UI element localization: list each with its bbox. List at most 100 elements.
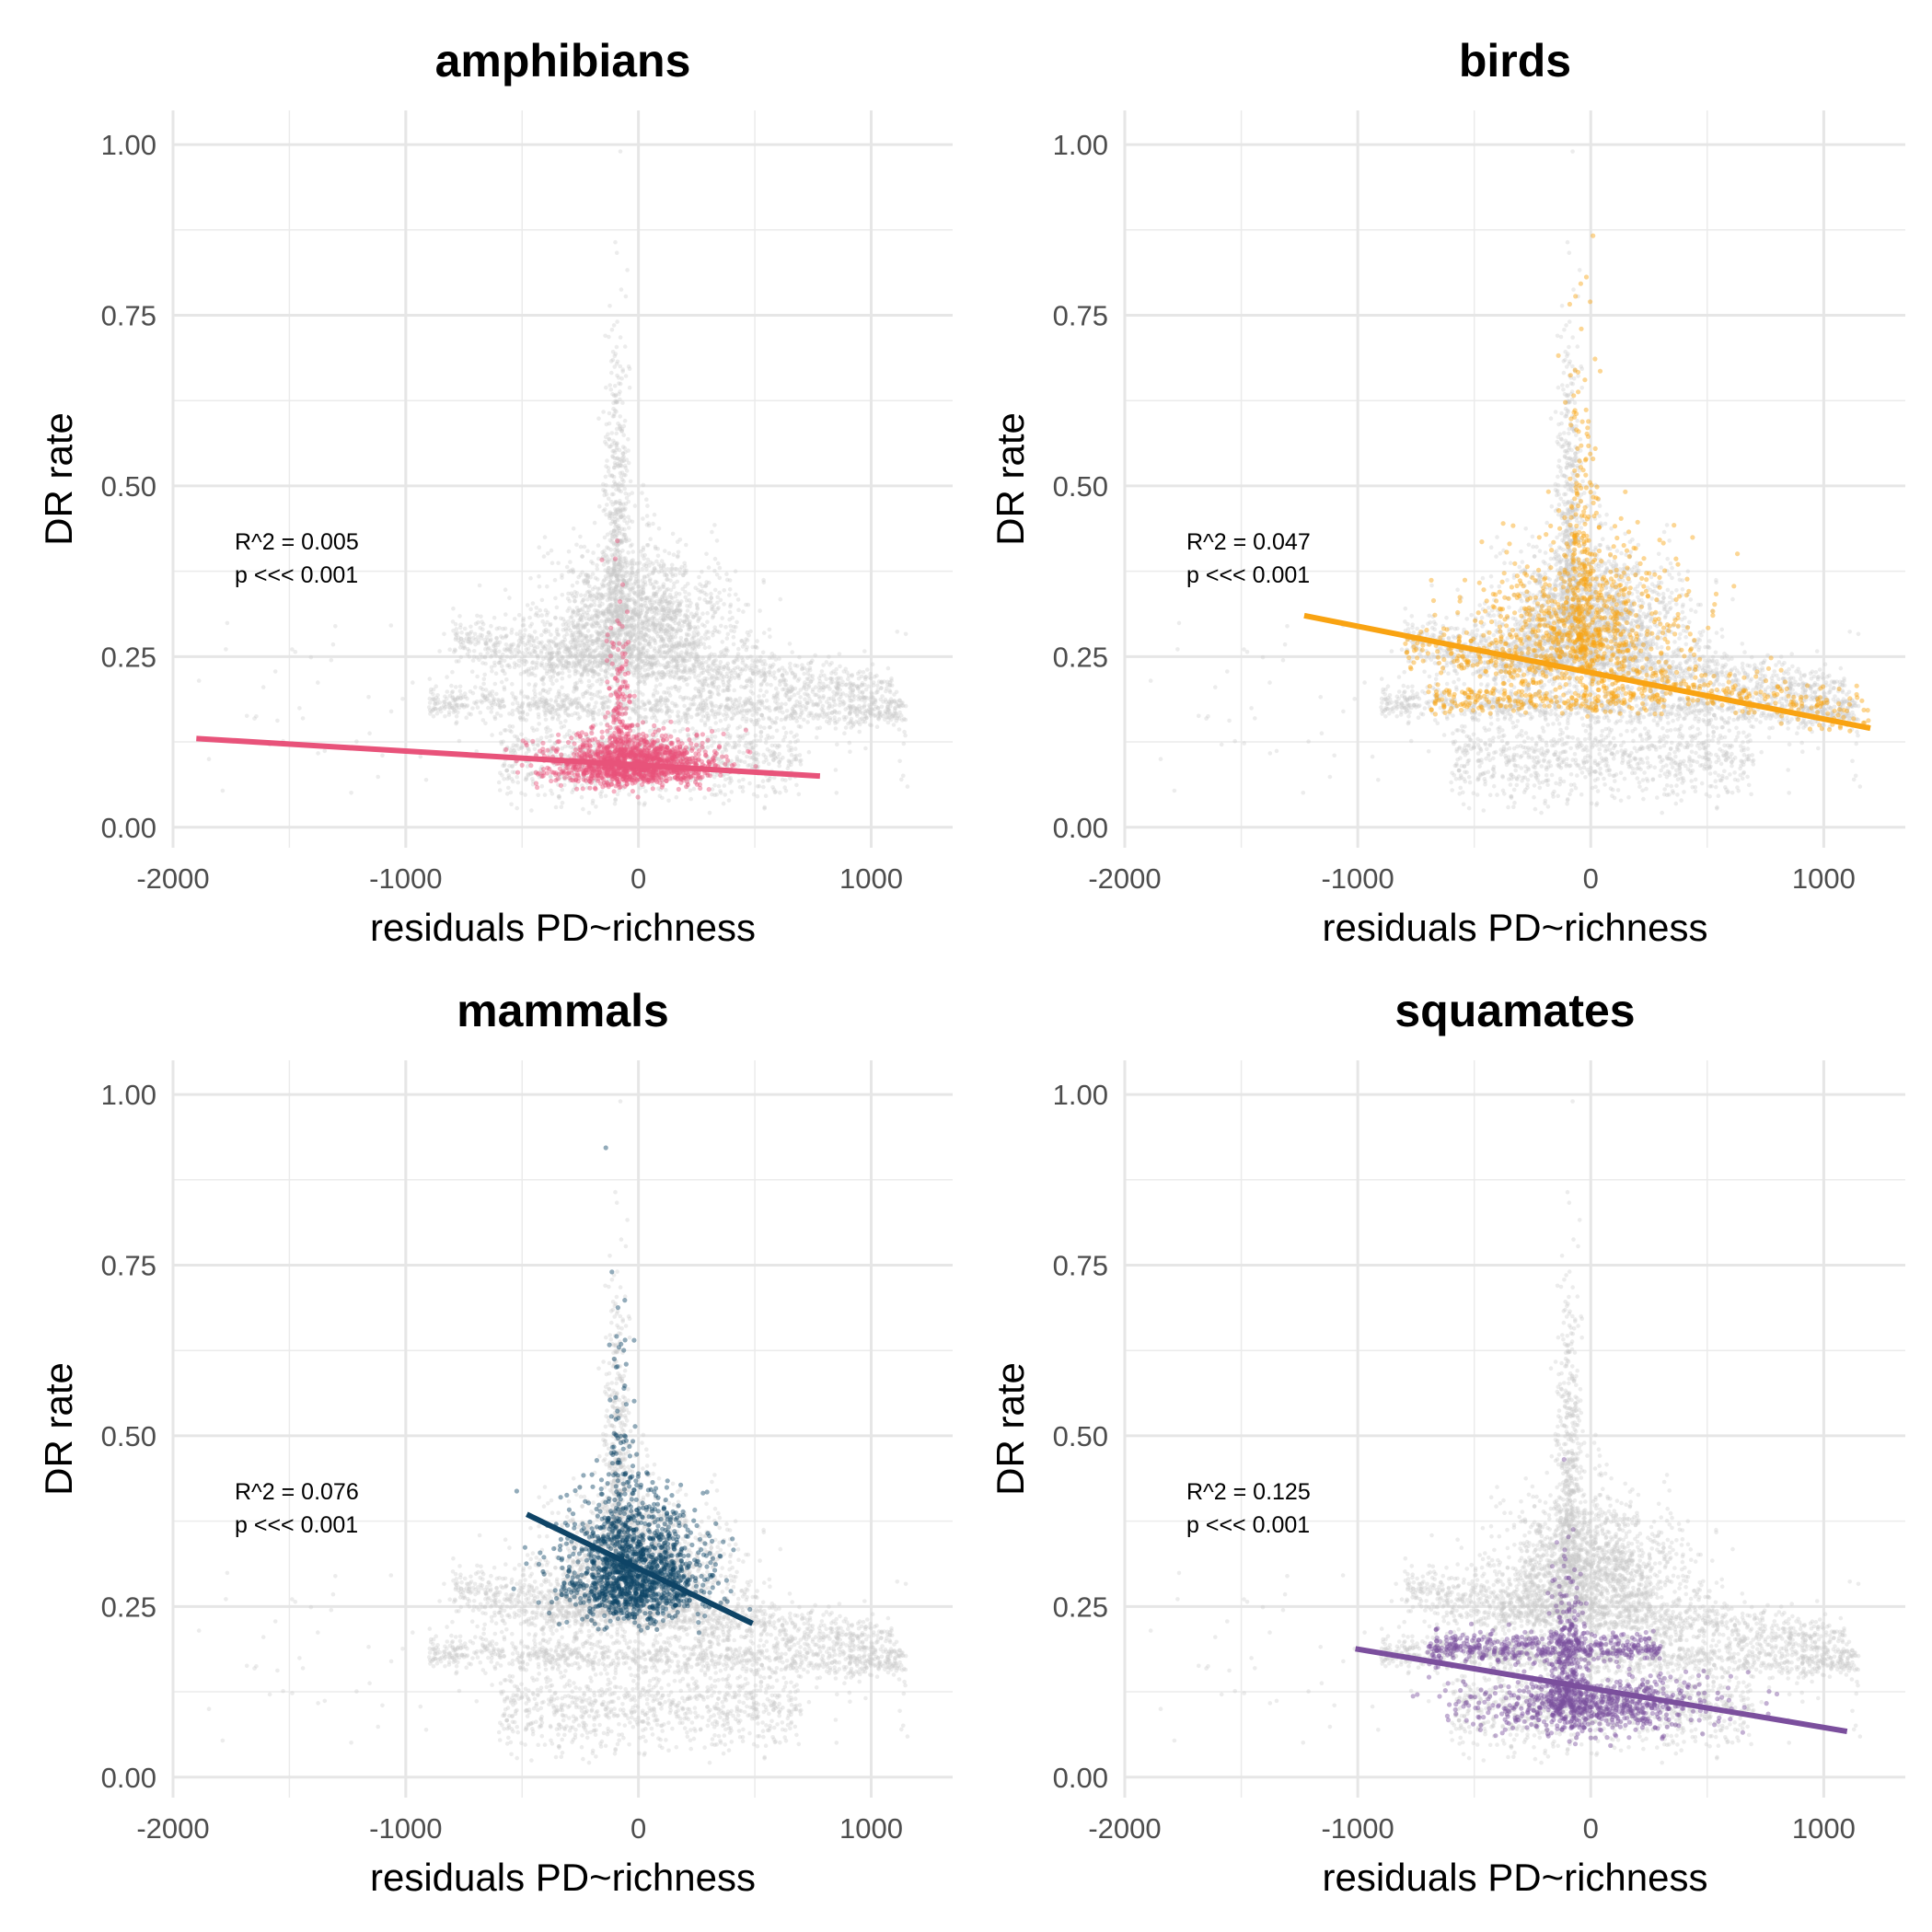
- background-point: [492, 615, 497, 620]
- background-point: [865, 709, 871, 714]
- background-point: [723, 625, 728, 630]
- background-point: [613, 239, 618, 245]
- background-point: [735, 705, 740, 711]
- background-point: [560, 676, 565, 681]
- background-point: [749, 708, 754, 712]
- background-point: [858, 710, 863, 714]
- background-point: [837, 652, 842, 656]
- background-point: [642, 707, 648, 712]
- background-point: [515, 700, 520, 706]
- background-point: [844, 682, 849, 688]
- background-point: [755, 784, 760, 789]
- background-point: [462, 644, 467, 649]
- background-point: [705, 745, 711, 750]
- background-point: [434, 711, 440, 716]
- background-point: [644, 497, 649, 502]
- background-point: [723, 652, 728, 657]
- background-point: [615, 792, 620, 797]
- background-point: [668, 654, 674, 658]
- background-point: [724, 663, 729, 668]
- background-point: [474, 699, 480, 704]
- background-point: [651, 619, 655, 624]
- background-point: [856, 676, 862, 681]
- background-point: [792, 746, 798, 751]
- background-point: [512, 734, 517, 739]
- background-point: [619, 502, 623, 507]
- background-point: [658, 563, 664, 569]
- background-point: [698, 589, 703, 595]
- background-point: [530, 777, 535, 781]
- background-point: [616, 567, 621, 573]
- background-point: [749, 684, 754, 688]
- background-point: [746, 665, 752, 670]
- background-point: [728, 602, 734, 607]
- background-point: [869, 695, 873, 700]
- background-point: [622, 486, 627, 492]
- background-point: [541, 554, 547, 559]
- background-point: [650, 582, 655, 587]
- background-point: [653, 705, 657, 711]
- background-point: [687, 632, 691, 637]
- background-point: [244, 713, 249, 719]
- background-point: [493, 671, 499, 676]
- background-point: [610, 414, 616, 419]
- background-point: [533, 682, 538, 687]
- background-point: [598, 682, 603, 687]
- background-point: [787, 698, 792, 702]
- background-point: [520, 702, 525, 707]
- background-point: [717, 707, 722, 711]
- background-point: [592, 648, 597, 654]
- background-point: [651, 571, 655, 575]
- background-point: [492, 648, 498, 653]
- background-point: [723, 745, 727, 750]
- background-point: [788, 740, 792, 745]
- background-point: [545, 647, 550, 652]
- background-point: [736, 700, 742, 705]
- background-point: [755, 711, 759, 716]
- background-point: [423, 778, 429, 782]
- background-point: [648, 560, 653, 565]
- background-point: [614, 447, 619, 453]
- background-point: [821, 681, 826, 687]
- background-point: [672, 656, 677, 662]
- background-point: [687, 657, 692, 663]
- background-point: [863, 746, 868, 751]
- background-point: [631, 707, 635, 711]
- background-point: [584, 636, 588, 641]
- background-point: [624, 624, 629, 629]
- background-point: [504, 768, 509, 773]
- background-point: [552, 577, 558, 583]
- background-point: [666, 798, 671, 804]
- background-point: [875, 706, 881, 711]
- background-point: [554, 695, 559, 700]
- background-point: [736, 779, 742, 783]
- background-point: [643, 563, 649, 569]
- background-point: [656, 611, 662, 616]
- background-point: [535, 737, 540, 743]
- background-point: [571, 609, 576, 615]
- background-point: [618, 568, 622, 573]
- background-point: [587, 660, 593, 665]
- background-point: [486, 705, 491, 711]
- background-point: [610, 448, 615, 454]
- background-point: [726, 723, 732, 728]
- background-point: [473, 621, 479, 626]
- background-point: [656, 570, 662, 574]
- background-point: [758, 688, 763, 693]
- background-point: [564, 646, 570, 651]
- background-point: [606, 607, 610, 612]
- background-point: [644, 514, 650, 518]
- background-point: [478, 710, 483, 715]
- background-point: [675, 539, 680, 544]
- background-point: [643, 789, 648, 793]
- background-point: [789, 762, 793, 768]
- background-point: [737, 666, 743, 672]
- background-point: [504, 677, 509, 682]
- background-point: [705, 696, 710, 701]
- background-point: [598, 610, 604, 615]
- background-point: [596, 416, 601, 422]
- background-point: [604, 385, 608, 390]
- background-point: [861, 695, 866, 700]
- background-point: [725, 713, 730, 719]
- background-point: [631, 643, 636, 649]
